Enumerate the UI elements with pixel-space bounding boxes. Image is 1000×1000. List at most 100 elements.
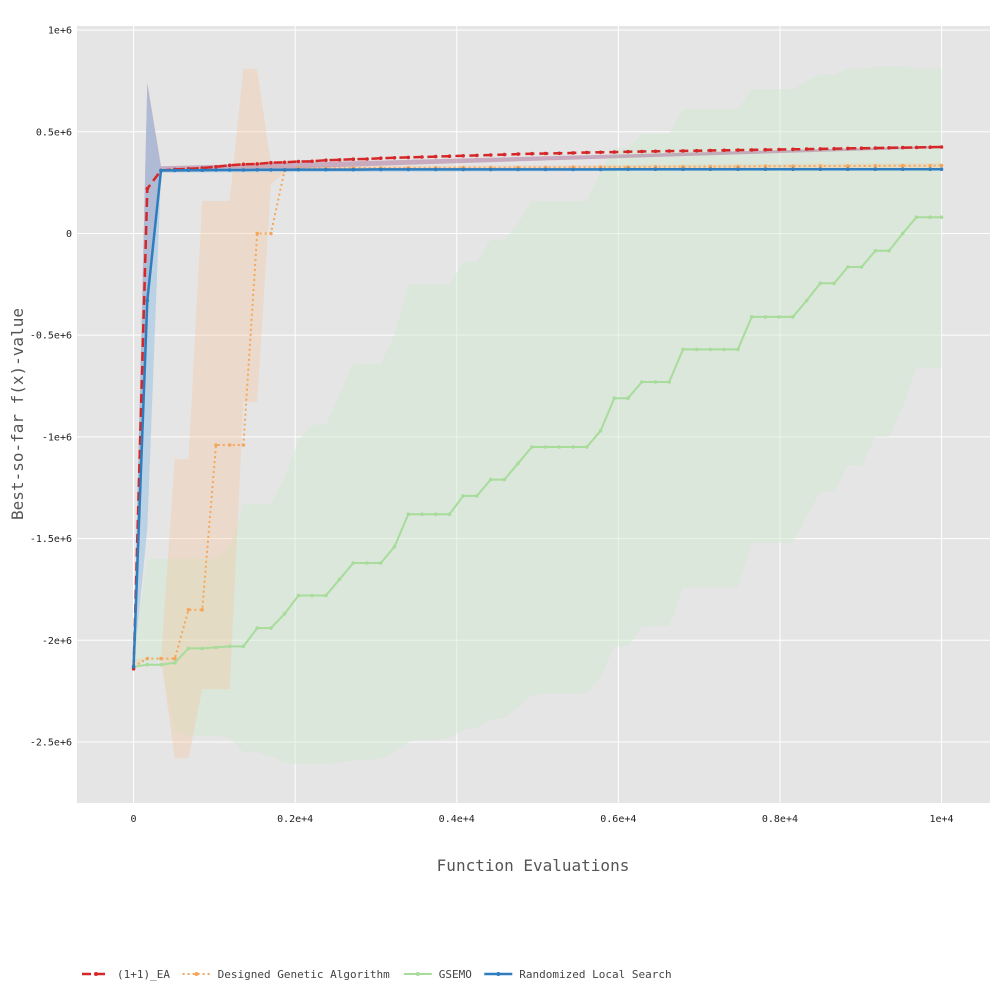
- data-point: [598, 167, 603, 172]
- data-point: [433, 167, 438, 172]
- data-point: [571, 167, 575, 172]
- data-point: [241, 168, 246, 172]
- data-point: [791, 315, 795, 319]
- legend-marker: [94, 972, 98, 976]
- data-point: [241, 162, 246, 167]
- data-point: [241, 443, 246, 447]
- data-point: [736, 148, 740, 152]
- x-tick-label: 0.8e+4: [762, 814, 798, 825]
- data-point: [461, 167, 466, 172]
- data-point: [873, 167, 878, 171]
- data-point: [543, 151, 548, 156]
- data-point: [461, 154, 466, 158]
- data-point: [928, 145, 932, 149]
- data-point: [379, 561, 383, 565]
- data-point: [939, 215, 944, 219]
- data-point: [939, 163, 944, 168]
- x-tick-label: 1e+4: [929, 814, 953, 825]
- legend-label: GSEMO: [439, 968, 472, 981]
- data-point: [928, 167, 932, 171]
- data-point: [488, 477, 493, 482]
- data-point: [667, 380, 671, 384]
- data-point: [269, 626, 273, 630]
- data-point: [433, 512, 438, 516]
- data-point: [420, 512, 424, 516]
- data-point: [749, 315, 754, 319]
- data-point: [214, 443, 218, 447]
- data-point: [145, 186, 150, 191]
- data-point: [502, 477, 507, 482]
- data-point: [186, 646, 191, 651]
- data-point: [502, 152, 507, 157]
- data-point: [475, 153, 479, 158]
- data-point: [200, 646, 204, 651]
- data-point: [708, 347, 713, 352]
- data-point: [530, 445, 534, 449]
- data-point: [763, 147, 768, 152]
- y-tick-label: -2.5e+6: [30, 737, 72, 748]
- legend-item[interactable]: Randomized Local Search: [484, 968, 672, 981]
- data-point: [640, 380, 644, 384]
- data-point: [173, 656, 177, 661]
- series: [131, 215, 944, 669]
- data-point: [846, 265, 850, 269]
- data-point: [365, 157, 369, 161]
- x-tick-label: 0.2e+4: [277, 814, 313, 825]
- data-point: [804, 298, 809, 303]
- y-tick-label: 1e+6: [48, 26, 72, 37]
- legend-marker: [496, 972, 501, 976]
- data-point: [214, 168, 218, 172]
- data-point: [598, 429, 603, 433]
- legend: (1+1)_EA Designed Genetic Algorithm GSEMO R…: [82, 968, 672, 981]
- data-point: [939, 145, 944, 149]
- legend-item[interactable]: GSEMO: [403, 968, 472, 981]
- legend-item[interactable]: (1+1)_EA: [82, 968, 170, 981]
- data-point: [310, 593, 314, 598]
- data-point: [200, 168, 204, 172]
- data-point: [939, 167, 944, 171]
- data-point: [763, 315, 768, 319]
- data-point: [145, 656, 150, 661]
- data-point: [131, 664, 136, 669]
- data-point: [900, 167, 905, 171]
- data-point: [859, 146, 864, 150]
- data-point: [310, 159, 314, 164]
- data-point: [530, 151, 534, 156]
- data-point: [379, 167, 383, 172]
- data-point: [846, 146, 850, 151]
- data-point: [488, 153, 493, 157]
- data-point: [612, 396, 617, 401]
- data-point: [832, 281, 836, 286]
- data-point: [818, 164, 823, 168]
- data-point: [626, 149, 630, 154]
- x-axis-title: Function Evaluations: [437, 856, 630, 875]
- data-point: [763, 164, 768, 169]
- data-point: [832, 146, 836, 151]
- data-point: [255, 231, 259, 236]
- data-point: [269, 168, 273, 172]
- data-point: [461, 494, 466, 498]
- data-point: [447, 512, 452, 516]
- data-point: [543, 445, 548, 449]
- data-point: [488, 167, 493, 172]
- data-point: [900, 145, 905, 150]
- data-point: [420, 155, 424, 159]
- series: [131, 167, 944, 669]
- y-tick-label: 0.5e+6: [36, 127, 72, 138]
- series: [131, 145, 944, 671]
- data-point: [159, 168, 163, 173]
- data-point: [186, 168, 191, 172]
- data-point: [159, 662, 163, 667]
- series-line: [133, 216, 942, 668]
- data-point: [365, 561, 369, 565]
- y-tick-label: 0: [66, 229, 72, 240]
- data-point: [653, 149, 658, 154]
- data-point: [736, 164, 740, 169]
- confidence-bands: [133, 66, 942, 765]
- legend-label: Designed Genetic Algorithm: [218, 968, 391, 981]
- legend-item[interactable]: Designed Genetic Algorithm: [182, 968, 391, 981]
- data-point: [214, 165, 218, 169]
- data-point: [159, 656, 163, 661]
- x-tick-label: 0.6e+4: [600, 814, 636, 825]
